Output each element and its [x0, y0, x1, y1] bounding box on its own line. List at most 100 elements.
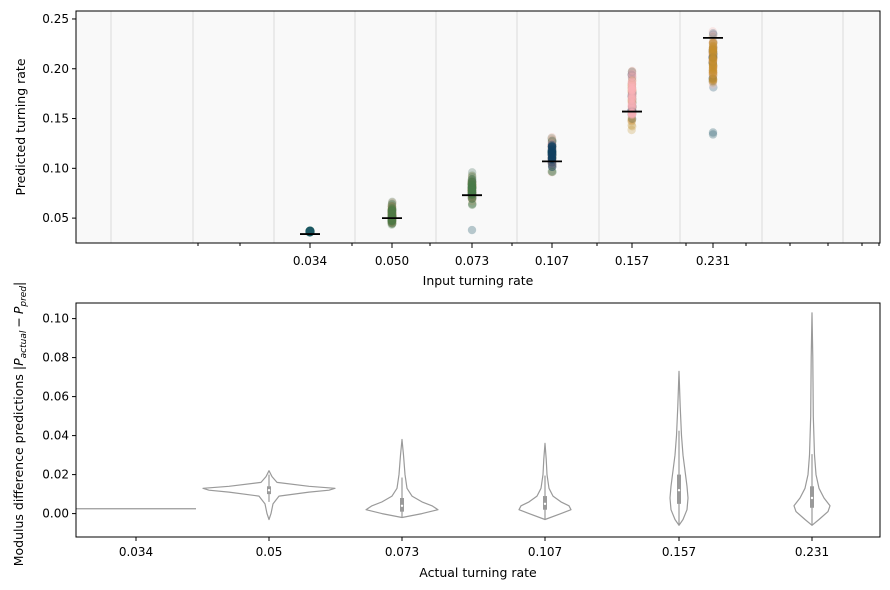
- top-data-point: [708, 53, 718, 62]
- top-data-point: [627, 116, 636, 125]
- bottom-y-label-sub-actual: actual: [19, 330, 29, 358]
- bottom-y-tick-label: 0.04: [42, 429, 69, 443]
- top-data-point: [467, 179, 477, 188]
- top-data-point: [627, 79, 636, 88]
- top-data-point: [709, 71, 718, 80]
- top-data-point: [627, 80, 637, 89]
- top-data-point: [627, 101, 637, 110]
- top-data-point: [468, 194, 477, 204]
- top-data-point: [627, 87, 637, 96]
- top-data-point: [708, 63, 718, 72]
- top-data-point: [468, 181, 477, 190]
- top-data-point: [467, 186, 477, 195]
- top-data-point: [627, 102, 637, 112]
- top-data-point: [548, 141, 557, 151]
- top-data-point: [468, 178, 477, 187]
- top-data-point: [467, 187, 476, 196]
- top-data-point: [467, 186, 476, 196]
- top-data-point: [708, 50, 717, 60]
- top-data-point: [547, 147, 556, 157]
- top-data-point: [627, 98, 637, 107]
- top-data-point: [467, 186, 476, 196]
- top-data-point: [468, 184, 477, 193]
- top-data-point: [708, 50, 718, 59]
- top-data-point: [547, 151, 557, 160]
- top-data-point: [627, 109, 637, 118]
- top-data-point: [708, 27, 717, 36]
- top-data-point: [387, 201, 396, 211]
- bottom-y-label-sub-pred: pred: [19, 286, 29, 308]
- top-data-point: [387, 217, 397, 227]
- top-data-point: [709, 53, 718, 62]
- top-data-point: [627, 91, 636, 100]
- top-data-point: [708, 56, 717, 65]
- top-data-point: [467, 168, 477, 177]
- top-data-point: [627, 117, 636, 126]
- top-y-tick-label: 0.20: [42, 62, 69, 76]
- top-data-point: [547, 167, 557, 176]
- bottom-x-tick-label: 0.05: [256, 545, 283, 559]
- bottom-y-tick-label: 0.08: [42, 351, 69, 365]
- bottom-plot-frame: [75, 302, 881, 538]
- top-data-point: [467, 184, 477, 193]
- top-data-point: [547, 147, 556, 156]
- top-data-point: [547, 146, 556, 156]
- top-data-point: [467, 186, 476, 196]
- top-data-point: [627, 95, 637, 104]
- top-data-point: [467, 186, 476, 195]
- violin-body: [202, 470, 336, 521]
- bottom-plot-area: [76, 303, 880, 537]
- top-data-point: [547, 150, 557, 160]
- top-data-point: [627, 78, 637, 87]
- top-data-point: [387, 218, 396, 227]
- top-data-point: [547, 139, 556, 149]
- top-data-point: [708, 56, 718, 65]
- top-data-point: [628, 93, 637, 103]
- top-data-point: [627, 86, 637, 95]
- top-data-point: [388, 209, 397, 219]
- top-data-point: [467, 185, 476, 194]
- top-data-point: [547, 156, 557, 165]
- top-data-point: [547, 142, 556, 151]
- top-data-point: [305, 226, 314, 236]
- top-data-point: [708, 53, 717, 62]
- top-data-point: [627, 86, 637, 95]
- top-data-point: [468, 196, 477, 206]
- top-data-point: [627, 86, 637, 95]
- top-data-point: [467, 200, 477, 210]
- top-data-point: [548, 141, 557, 150]
- top-data-point: [708, 71, 718, 80]
- top-data-point: [467, 184, 477, 193]
- top-data-point: [627, 95, 637, 105]
- top-data-point: [627, 110, 637, 120]
- top-data-point: [708, 64, 718, 73]
- top-data-point: [627, 79, 637, 88]
- top-data-point: [627, 114, 636, 123]
- top-data-point: [387, 206, 396, 215]
- top-data-point: [387, 205, 397, 214]
- top-data-point: [388, 197, 397, 207]
- top-data-point: [468, 194, 477, 203]
- top-data-point: [627, 115, 637, 125]
- top-data-point: [467, 177, 477, 187]
- top-data-point: [709, 56, 718, 65]
- top-data-point: [708, 46, 718, 56]
- top-data-point: [627, 92, 637, 102]
- top-data-point: [708, 62, 718, 72]
- top-data-point: [467, 180, 476, 189]
- top-data-point: [548, 149, 557, 158]
- top-data-point: [547, 153, 556, 162]
- top-data-point: [387, 218, 396, 228]
- top-data-point: [467, 181, 477, 190]
- top-data-point: [387, 210, 397, 219]
- top-data-point: [467, 181, 477, 190]
- top-data-point: [467, 180, 477, 190]
- top-data-point: [709, 37, 718, 46]
- top-data-point: [547, 153, 557, 162]
- top-data-point: [708, 47, 717, 56]
- top-data-point: [709, 38, 718, 47]
- top-vertical-grid: [110, 11, 844, 243]
- top-data-point: [306, 226, 315, 235]
- top-data-point: [628, 76, 637, 85]
- top-data-point: [709, 55, 718, 64]
